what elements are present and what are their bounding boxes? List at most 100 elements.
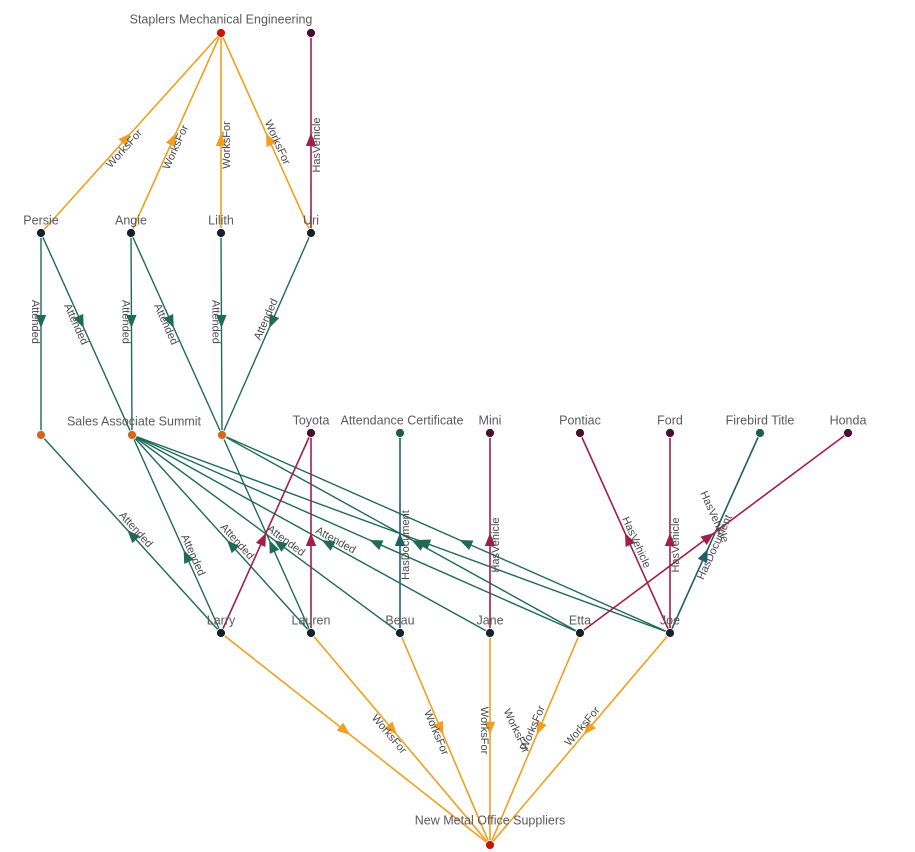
node-toyota_top[interactable]: [306, 28, 316, 38]
node-persie[interactable]: [36, 228, 46, 238]
edge-label-worksfor: WorksFor: [563, 704, 603, 748]
node-lauren[interactable]: [306, 628, 316, 638]
node-newmetal[interactable]: [485, 840, 495, 850]
edge-label-attended: Attended: [119, 300, 131, 344]
edge-label-attended: Attended: [61, 302, 90, 347]
arrowhead-worksfor: [536, 720, 547, 735]
node-label-beau: Beau: [385, 613, 414, 627]
arrowhead-attended: [269, 539, 280, 554]
edge-worksfor: [489, 632, 671, 846]
arrowhead-hasvehicle: [305, 133, 317, 146]
arrowhead-attended: [183, 549, 194, 564]
arrowhead-worksfor: [484, 721, 496, 735]
node-labels-layer: Staplers Mechanical Engineering Persie Ang…: [23, 12, 866, 827]
node-ford[interactable]: [665, 428, 675, 438]
node-firebird[interactable]: [755, 428, 765, 438]
node-honda[interactable]: [843, 428, 853, 438]
arrowhead-worksfor: [433, 720, 444, 735]
edge-label-worksfor: WorksFor: [161, 123, 192, 172]
arrowhead-hasvehicle: [484, 533, 496, 546]
edge-attended: [221, 434, 581, 634]
node-label-lilith: Lilith: [208, 213, 234, 227]
node-pontiac[interactable]: [575, 428, 585, 438]
edge-attended: [220, 232, 223, 436]
arrowhead-hasdocument: [697, 549, 708, 563]
node-summit_a[interactable]: [36, 430, 46, 440]
node-joe[interactable]: [665, 628, 675, 638]
arrowhead-hasvehicle: [700, 533, 714, 545]
node-jane[interactable]: [485, 628, 495, 638]
node-beau[interactable]: [395, 628, 405, 638]
node-mini[interactable]: [485, 428, 495, 438]
arrowhead-attended: [274, 539, 288, 552]
arrowhead-hasvehicle: [625, 533, 636, 547]
edge-attended: [130, 232, 223, 436]
arrowhead-worksfor: [118, 133, 131, 147]
arrowhead-attended: [127, 530, 140, 544]
edge-label-hasvehicle: HasVehicle: [490, 517, 502, 572]
arrowhead-attended: [369, 539, 384, 550]
arrowhead-attended: [73, 313, 84, 328]
edge-label-hasvehicle: HasVehicle: [311, 117, 323, 172]
edge-label-attended: Attended: [313, 525, 357, 557]
edge-label-hasvehicle: HasVehicle: [670, 517, 682, 572]
edge-label-worksfor: WorksFor: [369, 712, 409, 756]
arrowhead-attended: [35, 314, 47, 328]
arrowhead-attended: [126, 314, 137, 328]
edge-label-attended: Attended: [116, 510, 155, 551]
edge-label-attended: Attended: [209, 300, 221, 344]
edge-label-hasdocument: HasDocument: [400, 510, 412, 580]
node-label-firebird: Firebird Title: [726, 413, 795, 427]
edges-layer: [40, 32, 849, 846]
edge-attended: [131, 434, 312, 634]
edge-attended: [221, 434, 671, 634]
node-label-jane: Jane: [476, 613, 503, 627]
arrowhead-worksfor: [215, 133, 227, 146]
node-toyota[interactable]: [306, 428, 316, 438]
node-angie[interactable]: [126, 228, 136, 238]
arrowhead-hasvehicle: [255, 533, 266, 547]
edge-label-attended: Attended: [218, 521, 256, 562]
node-summit_b[interactable]: [127, 430, 137, 440]
node-label-ford: Ford: [657, 413, 683, 427]
node-staplers[interactable]: [216, 28, 226, 38]
node-label-larry: Larry: [207, 613, 236, 627]
edge-label-worksfor: WorksFor: [421, 709, 451, 758]
arrowhead-worksfor: [266, 133, 277, 147]
node-label-attcert: Attendance Certificate: [341, 413, 464, 427]
edge-label-worksfor: WorksFor: [478, 707, 490, 755]
edge-attended: [221, 232, 312, 436]
edge-label-hasvehicle: HasVehicle: [619, 515, 653, 570]
node-uri[interactable]: [306, 228, 316, 238]
arrowhead-attended: [269, 313, 280, 328]
arrowhead-hasvehicle: [305, 533, 317, 546]
node-attcert[interactable]: [395, 428, 405, 438]
edge-worksfor: [220, 632, 491, 846]
node-label-uri: Uri: [303, 213, 319, 227]
node-label-lauren: Lauren: [292, 613, 331, 627]
arrowhead-hasvehicle: [664, 533, 676, 546]
node-lilith[interactable]: [216, 228, 226, 238]
node-etta[interactable]: [575, 628, 585, 638]
node-larry[interactable]: [216, 628, 226, 638]
edge-attended: [40, 232, 133, 436]
node-label-etta: Etta: [569, 613, 591, 627]
arrowhead-attended: [321, 539, 336, 551]
edge-label-attended: Attended: [151, 302, 180, 347]
edge-label-attended: Attended: [29, 300, 41, 344]
node-label-staplers: Staplers Mechanical Engineering: [130, 12, 313, 26]
edge-label-worksfor: WorksFor: [104, 127, 145, 171]
node-label-mini: Mini: [479, 413, 502, 427]
arrowhead-attended: [411, 539, 426, 551]
node-label-toyota: Toyota: [293, 413, 330, 427]
arrowhead-worksfor: [583, 721, 596, 735]
arrowhead-worksfor: [165, 133, 176, 147]
node-label-joe: Joe: [660, 613, 680, 627]
nodes-layer: [36, 28, 853, 850]
arrowhead-attended: [459, 539, 474, 550]
node-summit_c[interactable]: [217, 430, 227, 440]
node-label-angie: Angie: [115, 213, 147, 227]
node-label-newmetal: New Metal Office Suppliers: [415, 813, 566, 827]
